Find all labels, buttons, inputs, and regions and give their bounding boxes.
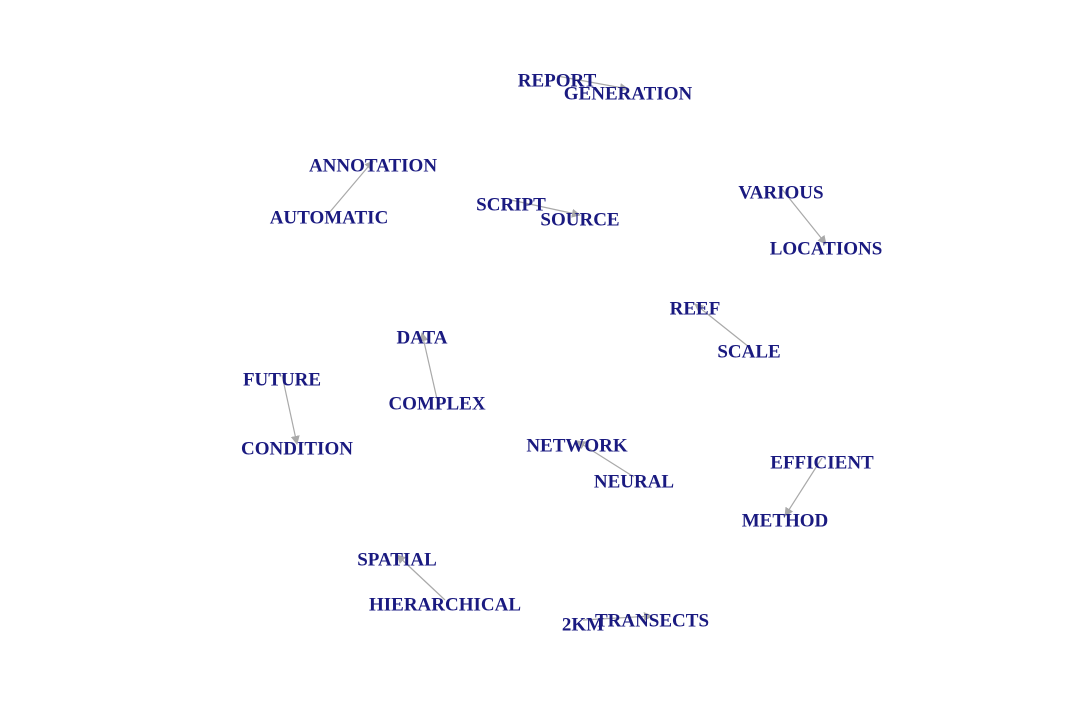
edge-2km-to-transects — [582, 611, 653, 621]
edges-layer — [281, 75, 827, 621]
node-label-transects: TRANSECTS — [595, 610, 709, 631]
edge-script-to-source — [510, 199, 581, 218]
node-label-method: METHOD — [742, 510, 829, 531]
node-label-complex: COMPLEX — [388, 393, 485, 414]
edge-efficient-to-method — [784, 457, 823, 517]
node-label-spatial: SPATIAL — [357, 549, 437, 570]
node-label-neural: NEURAL — [594, 471, 674, 492]
node-label-reef: REEF — [670, 298, 721, 319]
node-label-report: REPORT — [518, 70, 597, 91]
node-label-various: VARIOUS — [738, 182, 823, 203]
edge-scale-to-reef — [694, 303, 750, 348]
node-label-automatic: AUTOMATIC — [270, 207, 389, 228]
node-label-data: DATA — [396, 327, 447, 348]
node-label-2km: 2KM — [562, 614, 604, 635]
node-label-generation: GENERATION — [564, 83, 693, 104]
edge-neural-to-network — [576, 440, 635, 478]
node-label-condition: CONDITION — [241, 438, 353, 459]
node-label-source: SOURCE — [540, 209, 619, 230]
node-label-annotation: ANNOTATION — [309, 155, 437, 176]
edge-hierarchical-to-spatial — [396, 554, 446, 601]
node-label-efficient: EFFICIENT — [770, 452, 874, 473]
edge-automatic-to-annotation — [328, 160, 374, 214]
node-label-hierarchical: HIERARCHICAL — [369, 594, 521, 615]
node-label-network: NETWORK — [526, 435, 628, 456]
node-label-scale: SCALE — [717, 341, 780, 362]
edge-future-to-condition — [281, 374, 300, 445]
edge-report-to-generation — [556, 75, 629, 92]
node-label-future: FUTURE — [243, 369, 321, 390]
node-label-script: SCRIPT — [476, 194, 546, 215]
node-label-locations: LOCATIONS — [770, 238, 883, 259]
edge-various-to-locations — [780, 187, 827, 245]
edge-complex-to-data — [419, 332, 438, 400]
